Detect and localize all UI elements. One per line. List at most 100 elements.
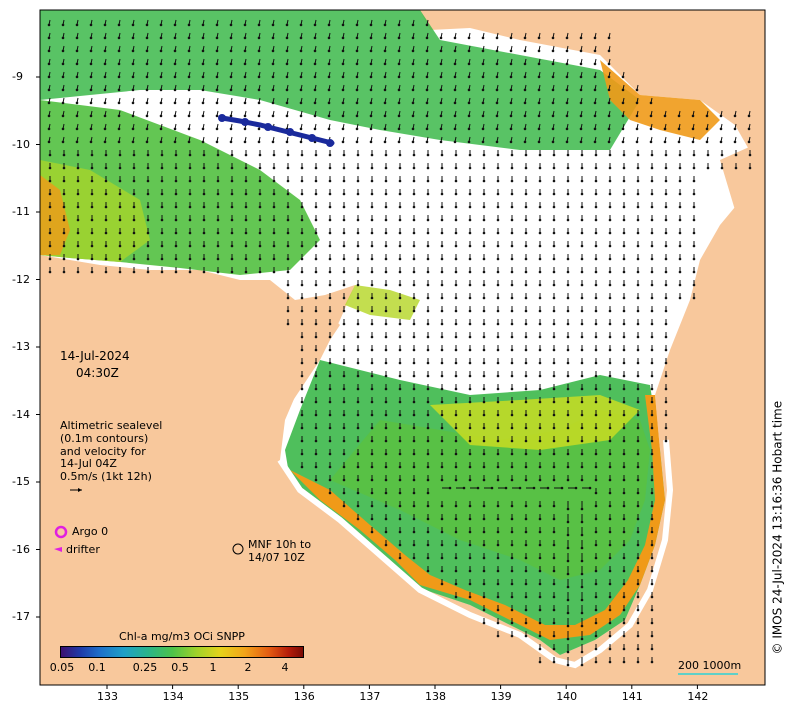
land-arnhem-land	[40, 265, 560, 685]
velocity-arrowhead	[510, 504, 514, 508]
velocity-arrowhead	[551, 101, 555, 105]
velocity-arrowhead	[510, 634, 514, 638]
velocity-arrowhead	[300, 179, 304, 183]
velocity-arrowhead	[552, 556, 556, 560]
velocity-arrowhead	[370, 452, 374, 456]
velocity-arrowhead	[160, 153, 164, 157]
velocity-arrowhead	[608, 647, 612, 651]
velocity-arrowhead	[566, 572, 570, 576]
velocity-arrowhead	[510, 296, 514, 300]
velocity-arrowhead	[664, 205, 668, 209]
chl-west-orange	[40, 175, 70, 255]
velocity-arrowhead	[663, 140, 667, 144]
velocity-arrowhead	[132, 179, 136, 183]
velocity-arrowhead	[510, 582, 514, 586]
velocity-arrowhead	[566, 231, 570, 235]
velocity-arrowhead	[369, 49, 373, 53]
velocity-arrowhead	[285, 49, 289, 53]
velocity-arrowhead	[384, 244, 388, 248]
velocity-arrowhead	[608, 426, 612, 430]
velocity-arrowhead	[314, 439, 318, 443]
velocity-arrowhead	[510, 361, 514, 365]
velocity-arrowhead	[62, 257, 66, 261]
velocity-arrowhead	[650, 647, 654, 651]
velocity-arrowhead	[328, 309, 332, 313]
velocity-arrowhead	[159, 88, 163, 92]
velocity-arrowhead	[146, 205, 150, 209]
velocity-arrowhead	[90, 257, 94, 261]
velocity-arrowhead	[524, 205, 528, 209]
lon-tick-label: 135	[228, 690, 250, 703]
velocity-arrowhead	[650, 205, 654, 209]
velocity-arrowhead	[636, 153, 640, 157]
velocity-arrowhead	[552, 374, 556, 378]
velocity-arrowhead	[411, 36, 415, 40]
velocity-arrowhead	[649, 114, 653, 118]
velocity-arrowhead	[608, 296, 612, 300]
velocity-arrowhead	[636, 647, 640, 651]
velocity-arrowhead	[243, 88, 247, 92]
velocity-arrowhead	[608, 205, 612, 209]
velocity-arrowhead	[187, 75, 191, 79]
velocity-arrowhead	[229, 75, 233, 79]
velocity-arrowhead	[524, 270, 528, 274]
velocity-arrowhead	[426, 153, 430, 157]
lat-tick-label: -14	[12, 407, 30, 421]
velocity-arrowhead	[103, 75, 107, 79]
legend-line-5: 0.5m/s (1kt 12h)	[60, 470, 152, 483]
velocity-arrowhead	[131, 62, 135, 66]
velocity-arrowhead	[552, 400, 556, 404]
velocity-arrowhead	[174, 205, 178, 209]
velocity-arrowhead	[538, 647, 542, 651]
velocity-arrowhead	[201, 36, 205, 40]
velocity-arrowhead	[468, 400, 472, 404]
velocity-arrowhead	[664, 244, 668, 248]
velocity-arrowhead	[650, 517, 654, 521]
velocity-arrowhead	[286, 153, 290, 157]
velocity-arrowhead	[622, 491, 626, 495]
velocity-arrowhead	[89, 101, 93, 105]
velocity-arrowhead	[342, 413, 346, 417]
velocity-arrowhead	[538, 621, 542, 625]
legend-line-2: (0.1m contours)	[60, 432, 149, 445]
velocity-arrowhead	[608, 660, 612, 664]
velocity-arrowhead	[439, 62, 443, 66]
velocity-arrowhead	[412, 335, 416, 339]
velocity-arrowhead	[510, 413, 514, 417]
velocity-arrowhead	[636, 608, 640, 612]
velocity-arrowhead	[243, 140, 247, 144]
velocity-arrowhead	[524, 621, 528, 625]
velocity-arrowhead	[636, 660, 640, 664]
velocity-arrowhead	[383, 140, 387, 144]
velocity-arrowhead	[622, 205, 626, 209]
velocity-arrowhead	[636, 205, 640, 209]
velocity-arrowhead	[328, 205, 332, 209]
velocity-arrowhead	[622, 647, 626, 651]
velocity-arrowhead	[552, 504, 556, 508]
velocity-arrowhead	[201, 127, 205, 131]
velocity-arrowhead	[496, 166, 500, 170]
velocity-arrowhead	[47, 114, 51, 118]
velocity-arrowhead	[286, 270, 290, 274]
velocity-arrowhead	[454, 218, 458, 222]
velocity-arrowhead	[691, 140, 695, 144]
velocity-arrowhead	[314, 452, 318, 456]
velocity-arrowhead	[174, 153, 178, 157]
velocity-arrowhead	[566, 361, 570, 365]
velocity-arrowhead	[588, 486, 592, 490]
velocity-arrowhead	[426, 400, 430, 404]
velocity-arrowhead	[118, 166, 122, 170]
velocity-arrowhead	[650, 543, 654, 547]
velocity-arrowhead	[370, 296, 374, 300]
velocity-arrowhead	[328, 465, 332, 469]
velocity-arrowhead	[173, 140, 177, 144]
velocity-arrowhead	[650, 491, 654, 495]
velocity-arrowhead	[384, 166, 388, 170]
velocity-arrowhead	[426, 205, 430, 209]
velocity-arrowhead	[397, 49, 401, 53]
velocity-arrowhead	[608, 595, 612, 599]
velocity-arrowhead	[468, 205, 472, 209]
velocity-arrowhead	[636, 582, 640, 586]
velocity-arrowhead	[426, 465, 430, 469]
velocity-arrowhead	[482, 270, 486, 274]
